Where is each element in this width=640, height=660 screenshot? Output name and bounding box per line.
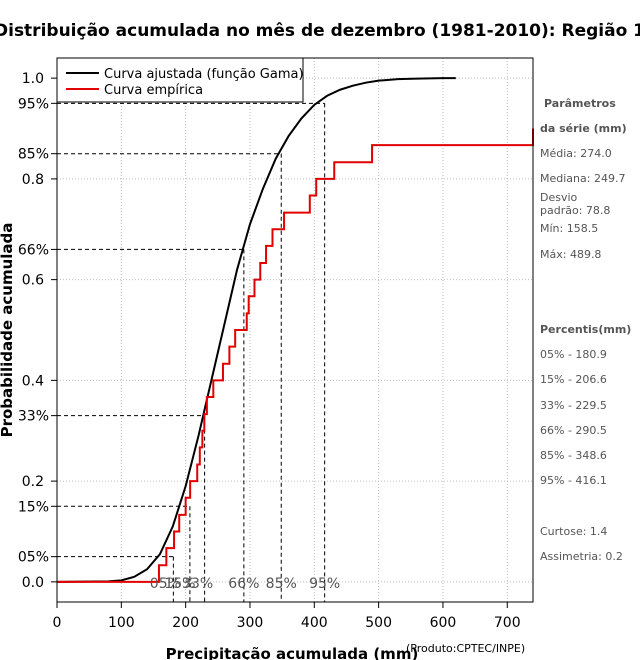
- stat-curtose: Curtose: 1.4: [540, 525, 607, 538]
- x-pct-label-66%: 66%: [228, 576, 259, 592]
- legend-box: [56, 57, 304, 103]
- percentis-heading: Percentis(mm): [540, 323, 631, 336]
- percentile-guides: [57, 102, 326, 602]
- y-tick-label-0.8: 0.8: [22, 172, 44, 188]
- x-axis-title: Precipitação acumulada (mm): [166, 645, 419, 660]
- percentil-33: 33% - 229.5: [540, 399, 607, 412]
- param-media: Média: 274.0: [540, 147, 612, 160]
- legend-label-fitted: Curva ajustada (função Gama): [104, 67, 304, 82]
- params-heading-2: da série (mm): [540, 122, 627, 135]
- percentil-15: 15% - 206.6: [540, 373, 607, 386]
- y-axis: 0.0 0.2 0.4 0.6 0.8 1.0: [22, 71, 57, 591]
- param-min: Mín: 158.5: [540, 222, 598, 235]
- x-pct-label-15%: 15%: [164, 576, 195, 592]
- params-heading-1: Parâmetros: [544, 97, 616, 110]
- side-panel: Parâmetros da série (mm) Média: 274.0 Me…: [540, 97, 631, 563]
- chart-title: Distribuição acumulada no mês de dezembr…: [0, 21, 640, 41]
- x-pct-label-33%: 33%: [182, 576, 213, 592]
- y-tick-label-0.0: 0.0: [22, 575, 44, 591]
- x-tick-label-600: 600: [430, 615, 457, 631]
- series-layer: [56, 77, 534, 583]
- y-tick-label-0.4: 0.4: [22, 373, 44, 389]
- grid: [57, 58, 533, 602]
- percentil-85: 85% - 348.6: [540, 449, 607, 462]
- param-desvio-2: padrão: 78.8: [540, 204, 610, 217]
- empirical-step-curve: [57, 128, 534, 583]
- x-pct-label-05%: 05%: [150, 576, 181, 592]
- x-pct-label-95%: 95%: [309, 576, 340, 592]
- x-tick-label-0: 0: [53, 615, 62, 631]
- percentil-66: 66% - 290.5: [540, 424, 607, 437]
- y-tick-label-0.2: 0.2: [22, 474, 44, 490]
- y-pct-label-05%: 05%: [18, 550, 49, 566]
- credit-label: (Produto:CPTEC/INPE): [406, 642, 525, 655]
- percentile-tick-labels: 05%05%15%15%33%33%66%66%85%85%95%95%: [18, 96, 340, 592]
- stat-assimetria: Assimetria: 0.2: [540, 550, 623, 563]
- percentil-95: 95% - 416.1: [540, 474, 607, 487]
- y-axis-title: Probabilidade acumulada: [0, 223, 16, 438]
- x-pct-label-85%: 85%: [266, 576, 297, 592]
- y-tick-label-0.6: 0.6: [22, 273, 44, 289]
- fitted-gamma-curve: [56, 77, 456, 583]
- param-mediana: Mediana: 249.7: [540, 172, 625, 185]
- param-max: Máx: 489.8: [540, 248, 601, 261]
- plot-frame: [56, 57, 534, 603]
- legend-label-empirical: Curva empírica: [104, 83, 203, 98]
- x-tick-label-700: 700: [494, 615, 521, 631]
- y-tick-label-1.0: 1.0: [22, 71, 44, 87]
- x-tick-label-100: 100: [108, 615, 135, 631]
- y-pct-label-15%: 15%: [18, 499, 49, 515]
- y-pct-label-66%: 66%: [18, 242, 49, 258]
- x-tick-label-200: 200: [172, 615, 199, 631]
- param-desvio-1: Desvio: [540, 191, 578, 204]
- percentil-05: 05% - 180.9: [540, 348, 607, 361]
- x-tick-label-300: 300: [237, 615, 264, 631]
- x-tick-label-400: 400: [301, 615, 328, 631]
- legend: Curva ajustada (função Gama) Curva empír…: [56, 57, 304, 103]
- x-axis: 0 100 200 300 400 500 600 700: [53, 602, 521, 631]
- y-pct-label-95%: 95%: [18, 96, 49, 112]
- x-tick-label-500: 500: [365, 615, 392, 631]
- y-pct-label-85%: 85%: [18, 147, 49, 163]
- y-pct-label-33%: 33%: [18, 409, 49, 425]
